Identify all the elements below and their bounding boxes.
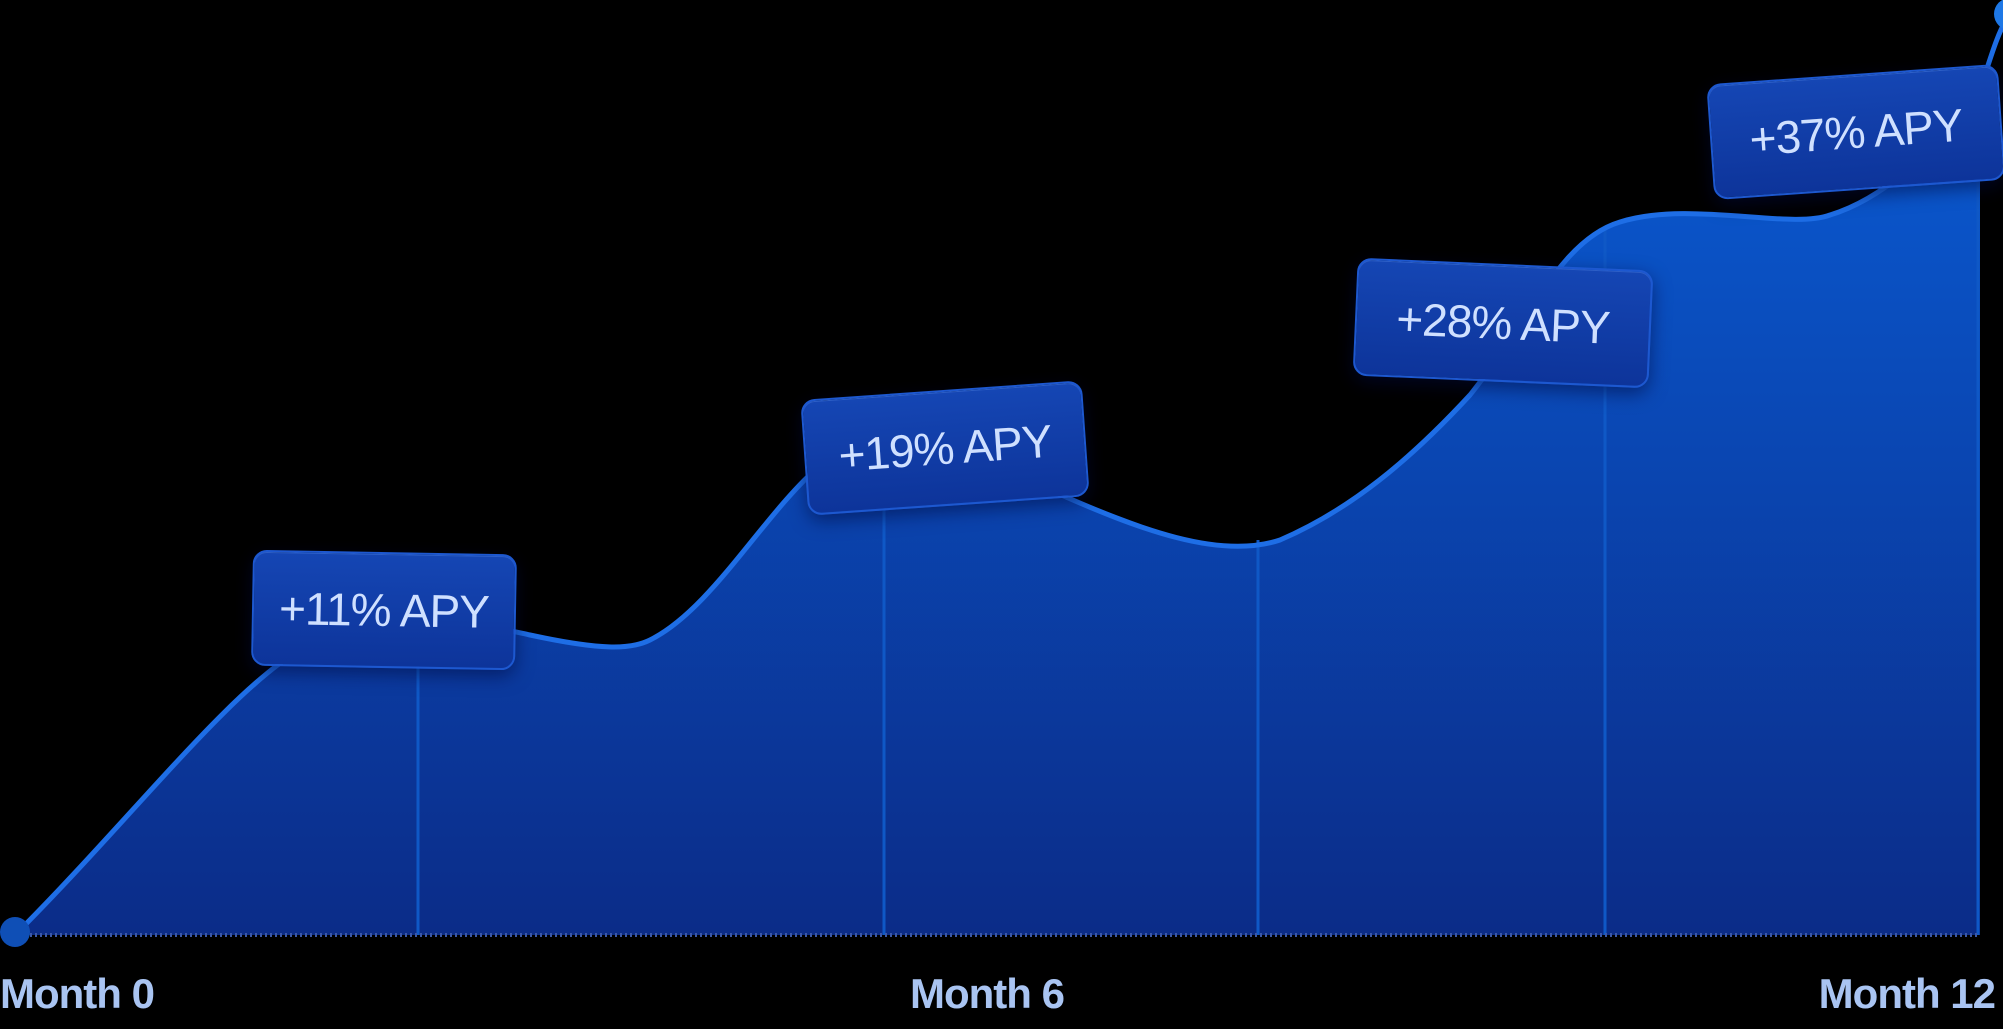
apy-label-month-5: +19% APY	[800, 380, 1090, 516]
end-point-marker	[1994, 0, 2003, 29]
x-tick-label-end: Month 12	[1818, 970, 1996, 1017]
apy-label-month-2: +11% APY	[251, 549, 517, 671]
apy-label-month-11: +37% APY	[1706, 63, 2003, 201]
area-fill	[15, 90, 1980, 935]
x-tick-label-middle: Month 6	[910, 970, 1065, 1017]
x-tick-label-start: Month 0	[0, 970, 155, 1017]
start-point-marker	[0, 917, 30, 947]
apy-label-month-8: +28% APY	[1352, 257, 1654, 389]
